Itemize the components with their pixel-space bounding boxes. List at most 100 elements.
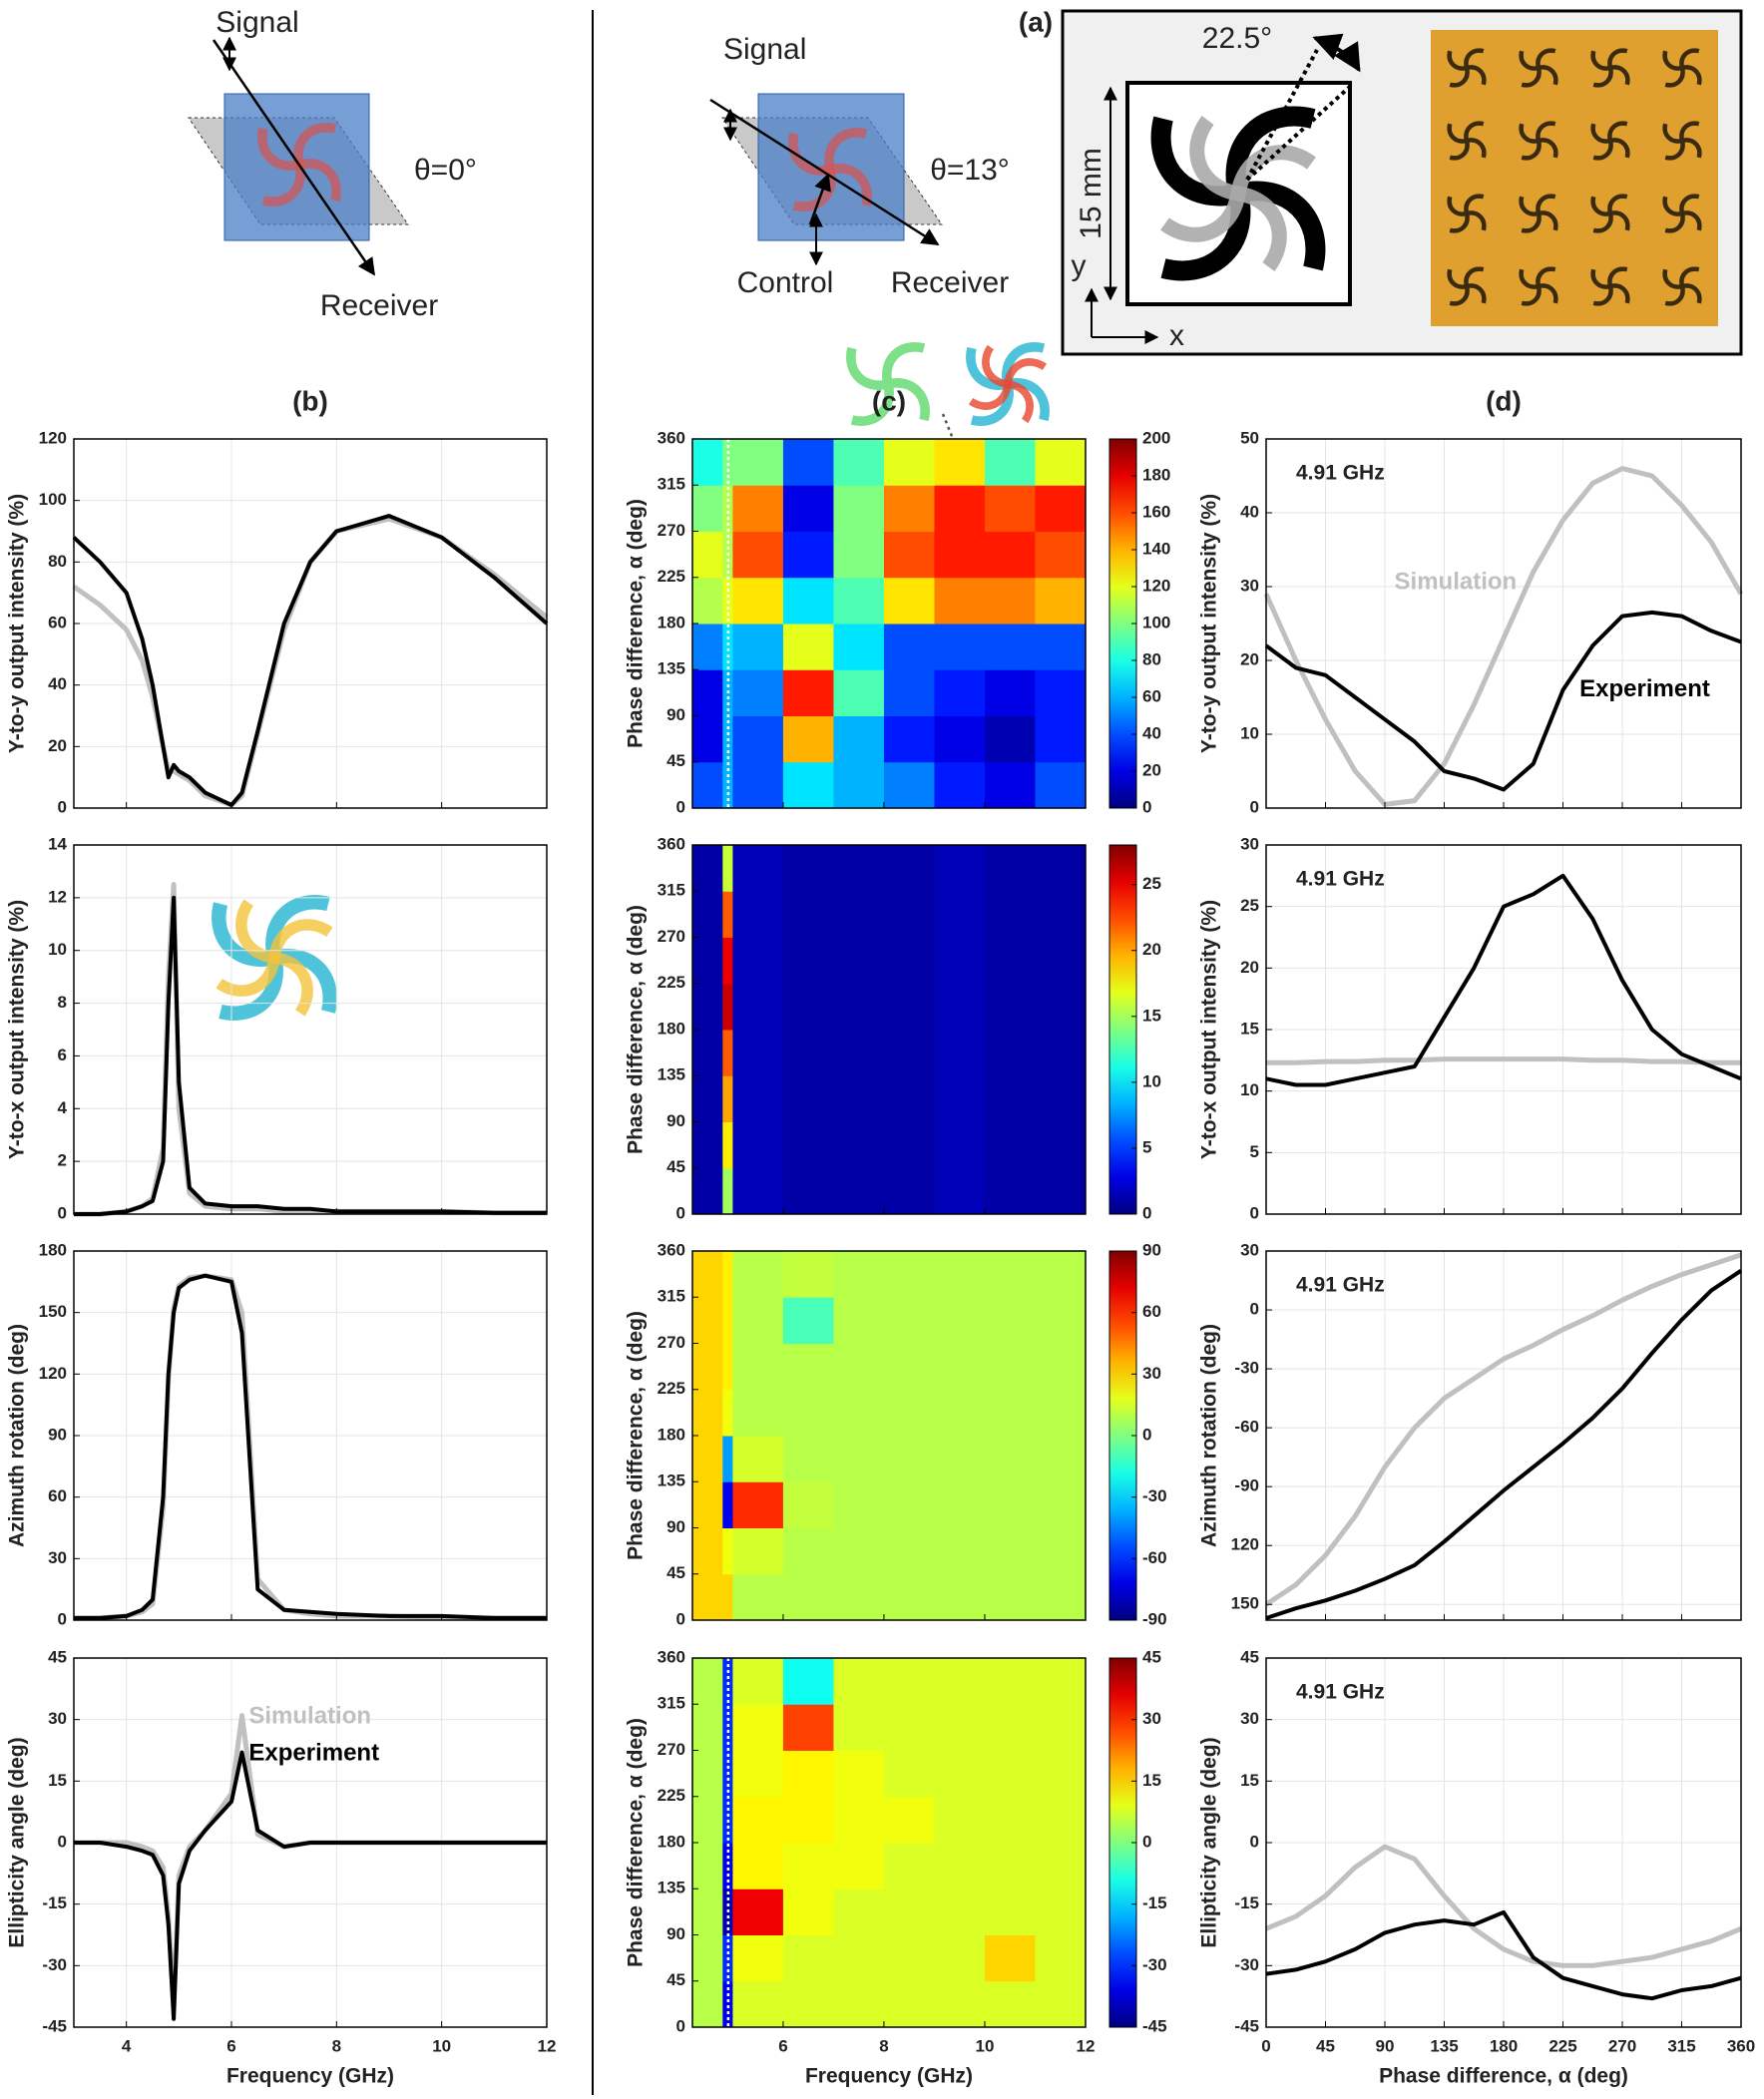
- heat-cell: [984, 1750, 1036, 1798]
- y-tick-label: 0: [58, 1203, 67, 1222]
- y-tick-label: -15: [1234, 1893, 1259, 1912]
- y-tick-label: 0: [676, 1203, 685, 1222]
- line: [74, 1750, 547, 2021]
- y-tick-label: 45: [666, 1157, 685, 1176]
- heat-cell: [732, 1436, 784, 1482]
- heat-cell: [883, 845, 935, 892]
- y-tick-label: 0: [58, 1609, 67, 1628]
- heat-cell: [1035, 983, 1087, 1031]
- heat-cell: [782, 577, 834, 625]
- y-tick-label: 180: [658, 1832, 685, 1851]
- y-tick-label: 135: [658, 1471, 685, 1490]
- heat-cell: [732, 1934, 784, 1982]
- heat-cell: [722, 891, 733, 938]
- heat-cell: [722, 1297, 733, 1344]
- heat-cell: [984, 1573, 1036, 1621]
- heat-cell: [732, 1297, 784, 1344]
- line: [72, 514, 549, 807]
- y-tick-label: 45: [1240, 1647, 1259, 1666]
- heat-cell: [883, 1167, 935, 1215]
- colorbar-label: 5: [1142, 1137, 1151, 1156]
- heat-cell: [692, 1343, 723, 1391]
- y-tick-label: -30: [1234, 1955, 1259, 1974]
- y-tick-label: 5: [1250, 1142, 1259, 1161]
- label: θ=13°: [930, 154, 1010, 187]
- y-tick-label: 90: [48, 1425, 67, 1444]
- heat-cell: [984, 485, 1036, 532]
- heat-cell: [782, 1704, 834, 1751]
- heat-cell: [883, 1481, 935, 1528]
- heat-cell: [883, 624, 935, 670]
- heat-cell: [934, 1704, 986, 1751]
- line: [1264, 1252, 1742, 1607]
- x-tick-label: 135: [1430, 2036, 1458, 2055]
- y-tick-label: 0: [58, 1832, 67, 1851]
- plot-frame: [73, 844, 548, 1215]
- heat-cell: [883, 761, 935, 809]
- heat-cell: [722, 1121, 733, 1169]
- colorbar-label: -60: [1142, 1548, 1167, 1567]
- y-tick-label: 135: [658, 659, 685, 678]
- heat-cell: [1035, 891, 1087, 938]
- line: [1265, 1844, 1742, 1968]
- y-tick-label: 45: [48, 1647, 67, 1666]
- heat-cell: [1035, 439, 1087, 486]
- heat-cell: [732, 1121, 784, 1169]
- heat-cell: [1035, 1121, 1087, 1169]
- label: 22.5°: [1202, 22, 1272, 55]
- y-tick-label: 40: [1240, 502, 1259, 521]
- heat-cell: [833, 1075, 885, 1122]
- heat-cell: [692, 1121, 723, 1169]
- heat-cell: [732, 845, 784, 892]
- diagram-left: Signal θ=0° Receiver: [188, 6, 477, 322]
- heat-cell: [782, 845, 834, 892]
- heat-cell: [782, 715, 834, 763]
- y-tick-label: 120: [1231, 1535, 1259, 1554]
- y-tick-label: 135: [658, 1879, 685, 1897]
- x-axis-label: Frequency (GHz): [805, 2065, 973, 2088]
- heat-cell: [883, 891, 935, 938]
- heat-cell: [1035, 1796, 1087, 1844]
- x-tick-label: 8: [879, 2036, 888, 2055]
- y-axis-label: Phase difference, α (deg): [625, 499, 648, 748]
- heat-cell: [833, 937, 885, 985]
- colorbar-label: 40: [1142, 723, 1161, 742]
- colorbar-label: 15: [1142, 1006, 1161, 1025]
- heat-cell: [934, 1750, 986, 1798]
- heat-cell: [722, 983, 733, 1031]
- y-tick-label: 315: [658, 475, 685, 494]
- y-tick-label: 225: [658, 1786, 685, 1805]
- line: [1265, 873, 1742, 1087]
- line: [1265, 1909, 1742, 2001]
- heat-cell: [782, 1843, 834, 1889]
- heat-cell: [722, 1167, 733, 1215]
- heat-cell: [782, 1389, 834, 1437]
- heat-cell: [1035, 1343, 1087, 1391]
- heat-cell: [692, 937, 723, 985]
- heat-cell: [1035, 761, 1087, 809]
- line: [1265, 1269, 1743, 1620]
- heat-cell: [692, 531, 723, 579]
- colorbar-label: 25: [1142, 874, 1161, 893]
- panel-title: (b): [292, 385, 328, 416]
- heat-cell: [732, 1750, 784, 1798]
- heat-cell: [1035, 845, 1087, 892]
- inset: [218, 901, 331, 1015]
- legend-label: Simulation: [248, 1703, 371, 1730]
- heat-cell: [692, 715, 723, 763]
- heat-cell: [1035, 1573, 1087, 1621]
- y-tick-label: 225: [658, 1379, 685, 1398]
- label: y: [1072, 249, 1087, 282]
- heat-cell: [934, 1843, 986, 1889]
- heat-cell: [984, 715, 1036, 763]
- heat-cell: [883, 485, 935, 532]
- heat-cell: [722, 1843, 733, 1889]
- y-tick-label: 12: [48, 887, 67, 906]
- heat-cell: [782, 669, 834, 716]
- heat-cell: [722, 1343, 733, 1391]
- colorbar-label: 10: [1142, 1071, 1161, 1090]
- heat-cell: [833, 1934, 885, 1982]
- y-tick-label: 90: [666, 1517, 685, 1536]
- heat-cell: [934, 1573, 986, 1621]
- heat-cell: [883, 1658, 935, 1705]
